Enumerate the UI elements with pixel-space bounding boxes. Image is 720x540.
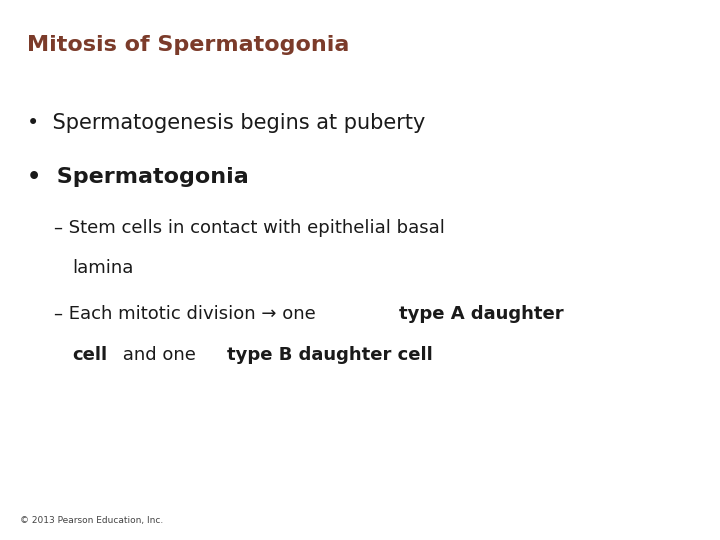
Text: and one: and one	[117, 346, 202, 363]
Text: lamina: lamina	[72, 259, 133, 277]
Text: •  Spermatogonia: • Spermatogonia	[27, 167, 249, 187]
Text: cell: cell	[72, 346, 107, 363]
Text: Mitosis of Spermatogonia: Mitosis of Spermatogonia	[27, 35, 350, 55]
Text: – Each mitotic division → one: – Each mitotic division → one	[54, 305, 322, 323]
Text: – Stem cells in contact with epithelial basal: – Stem cells in contact with epithelial …	[54, 219, 445, 237]
Text: © 2013 Pearson Education, Inc.: © 2013 Pearson Education, Inc.	[20, 516, 163, 525]
Text: •  Spermatogenesis begins at puberty: • Spermatogenesis begins at puberty	[27, 113, 426, 133]
Text: type B daughter cell: type B daughter cell	[227, 346, 432, 363]
Text: type A daughter: type A daughter	[399, 305, 564, 323]
